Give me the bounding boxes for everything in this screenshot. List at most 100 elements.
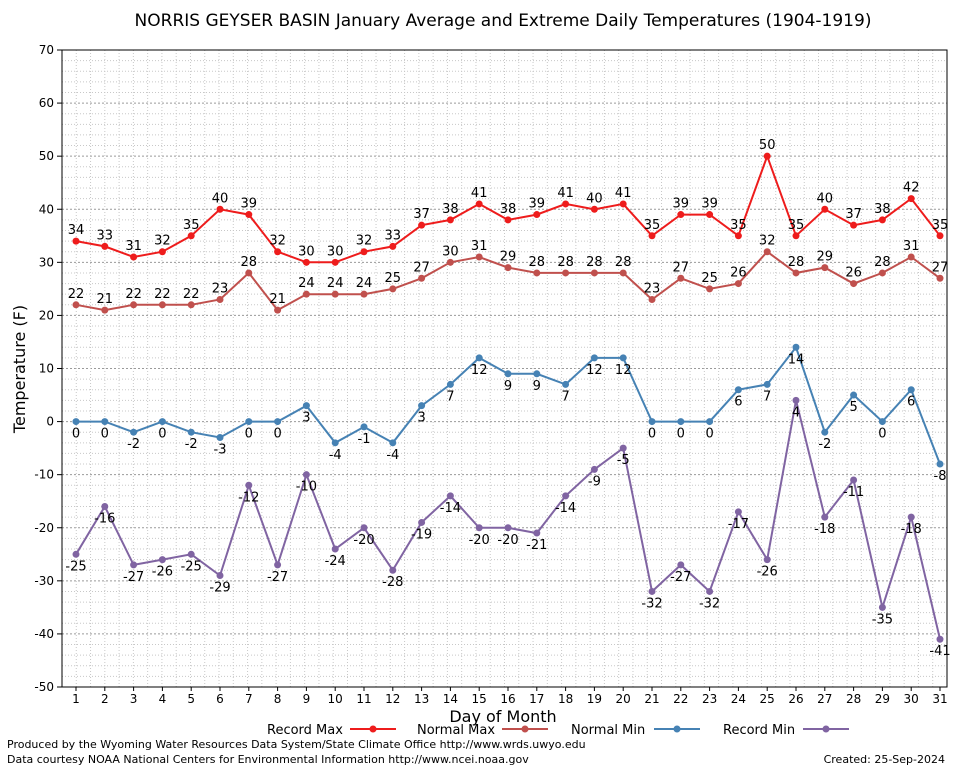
data-point: [677, 211, 685, 219]
data-label: -25: [65, 559, 86, 574]
data-label: 7: [446, 389, 454, 404]
data-point: [245, 211, 253, 219]
x-tick-label: 10: [328, 692, 343, 706]
data-label: 26: [730, 266, 747, 281]
data-point: [446, 216, 454, 224]
data-label: -26: [152, 565, 173, 580]
data-label: -20: [497, 533, 518, 548]
data-point: [302, 471, 310, 479]
data-point: [130, 253, 138, 261]
data-point: [389, 242, 397, 250]
x-tick-label: 8: [274, 692, 282, 706]
data-point: [562, 380, 570, 388]
series-record-min: -25-16-27 -26 -25-29-12-27-10-24-20-28-19-…: [65, 396, 951, 659]
data-point: [187, 550, 195, 558]
data-label: -14: [555, 501, 576, 516]
data-point: [677, 561, 685, 569]
data-point: [850, 280, 858, 288]
data-label: -18: [901, 522, 922, 537]
data-label: 35: [644, 218, 661, 233]
data-label: 24: [327, 276, 344, 291]
data-point: [878, 603, 886, 611]
legend-label: Normal Max: [417, 723, 495, 738]
data-label: 0: [72, 427, 80, 442]
data-label: 9: [504, 379, 512, 394]
data-point: [533, 370, 541, 378]
data-point: [619, 354, 627, 362]
data-label: 28: [557, 255, 574, 270]
data-point: [245, 481, 253, 489]
x-tick-label: 22: [673, 692, 688, 706]
x-tick-label: 2: [101, 692, 109, 706]
data-label: -4: [329, 448, 342, 463]
data-point: [907, 386, 915, 394]
data-point: [360, 248, 368, 256]
data-label: 21: [97, 292, 114, 307]
data-point: [331, 545, 339, 553]
data-label: -32: [699, 596, 720, 611]
data-point: [821, 264, 829, 272]
data-label: 0: [245, 427, 253, 442]
data-label: 30: [442, 244, 459, 259]
data-label: -16: [94, 512, 115, 527]
data-point: [648, 418, 656, 426]
data-label: 27: [932, 260, 949, 275]
y-tick-label: 10: [39, 362, 54, 376]
x-tick-label: 20: [616, 692, 631, 706]
data-label: 33: [385, 228, 402, 243]
data-label: 30: [298, 244, 315, 259]
data-label: 22: [125, 287, 142, 302]
data-label: 33: [97, 228, 114, 243]
data-point: [101, 503, 109, 511]
data-point: [706, 211, 714, 219]
data-point: [878, 418, 886, 426]
data-point: [72, 301, 80, 309]
data-label: -10: [296, 480, 317, 495]
data-label: -25: [181, 559, 202, 574]
x-tick-label: 7: [245, 692, 253, 706]
data-point: [792, 343, 800, 351]
data-point: [72, 418, 80, 426]
data-point: [562, 200, 570, 208]
data-point: [936, 460, 944, 468]
data-point: [72, 550, 80, 558]
y-tick-label: -40: [34, 627, 54, 641]
y-tick-label: 20: [39, 308, 54, 322]
data-point: [360, 423, 368, 431]
data-point: [360, 290, 368, 298]
data-label: 7: [763, 389, 771, 404]
data-point: [706, 587, 714, 595]
data-label: -9: [588, 474, 601, 489]
data-point: [821, 205, 829, 213]
data-point: [158, 418, 166, 426]
series-normal-min: 0 0 -2 0 -2 -3 0 0 3 -4 -1 -4 3 7 12 9 9 7 12 12 0 0 0 6 7 14 -2 5 0…: [72, 343, 946, 484]
legend: Record Max Normal Max Normal Min Record Min: [267, 723, 849, 738]
data-point: [187, 232, 195, 240]
series-normal-max: 22 21 22 22 22 23 28 21 24 24 24 25 27 30 31 29 28 28 28 28…: [68, 234, 949, 314]
data-point: [418, 518, 426, 526]
data-label: -20: [353, 533, 374, 548]
data-label: 0: [878, 427, 886, 442]
data-point: [158, 301, 166, 309]
data-point: [533, 211, 541, 219]
data-point: [792, 232, 800, 240]
data-point: [504, 370, 512, 378]
data-label: 40: [212, 191, 229, 206]
data-point: [101, 306, 109, 314]
x-axis-ticks: 1 2 3 4 5 6 7 8 9 10 11 12 13 14 15 16 17 18 19 20 21 22 23 24 2…: [72, 687, 948, 706]
data-label: 41: [471, 186, 488, 201]
x-tick-label: 27: [817, 692, 832, 706]
data-label: -24: [325, 554, 346, 569]
y-tick-label: 60: [39, 96, 54, 110]
data-label: 28: [874, 255, 891, 270]
data-point: [331, 439, 339, 447]
data-label: 3: [417, 411, 425, 426]
y-tick-label: 0: [46, 415, 54, 429]
data-label: -28: [382, 575, 403, 590]
data-point: [389, 566, 397, 574]
data-label: -2: [127, 437, 140, 452]
data-point: [763, 380, 771, 388]
data-label: 0: [705, 427, 713, 442]
